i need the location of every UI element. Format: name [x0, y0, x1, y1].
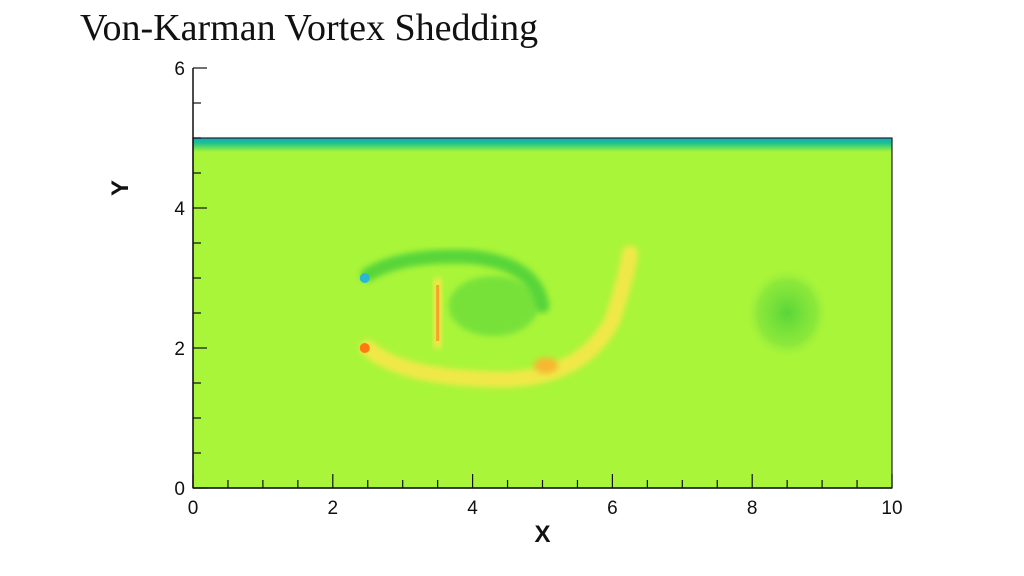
x-axis-label: X	[534, 521, 550, 548]
x-tick-label: 8	[747, 498, 758, 519]
y-axis-label: Y	[107, 180, 134, 196]
x-tick-label: 2	[328, 498, 339, 519]
y-tick-label: 6	[174, 59, 185, 80]
wake-region	[448, 276, 539, 336]
top-wall-layer	[193, 138, 892, 152]
x-tick-label: 4	[467, 498, 478, 519]
x-tick-label: 10	[881, 498, 902, 519]
chart-title: Von-Karman Vortex Shedding	[80, 7, 539, 49]
y-tick-label: 0	[174, 479, 185, 500]
inlet-corner-upper	[359, 273, 370, 283]
upper-shear-layer	[360, 249, 550, 313]
inlet-corner-lower	[359, 343, 370, 353]
shed-vortex-spot	[533, 357, 558, 374]
y-tick-label: 4	[174, 199, 185, 220]
rear-plate-core	[436, 285, 440, 341]
x-tick-label: 0	[188, 498, 199, 519]
y-tick-label: 2	[174, 339, 185, 360]
x-tick-label: 6	[607, 498, 618, 519]
vortex-core	[745, 267, 830, 359]
